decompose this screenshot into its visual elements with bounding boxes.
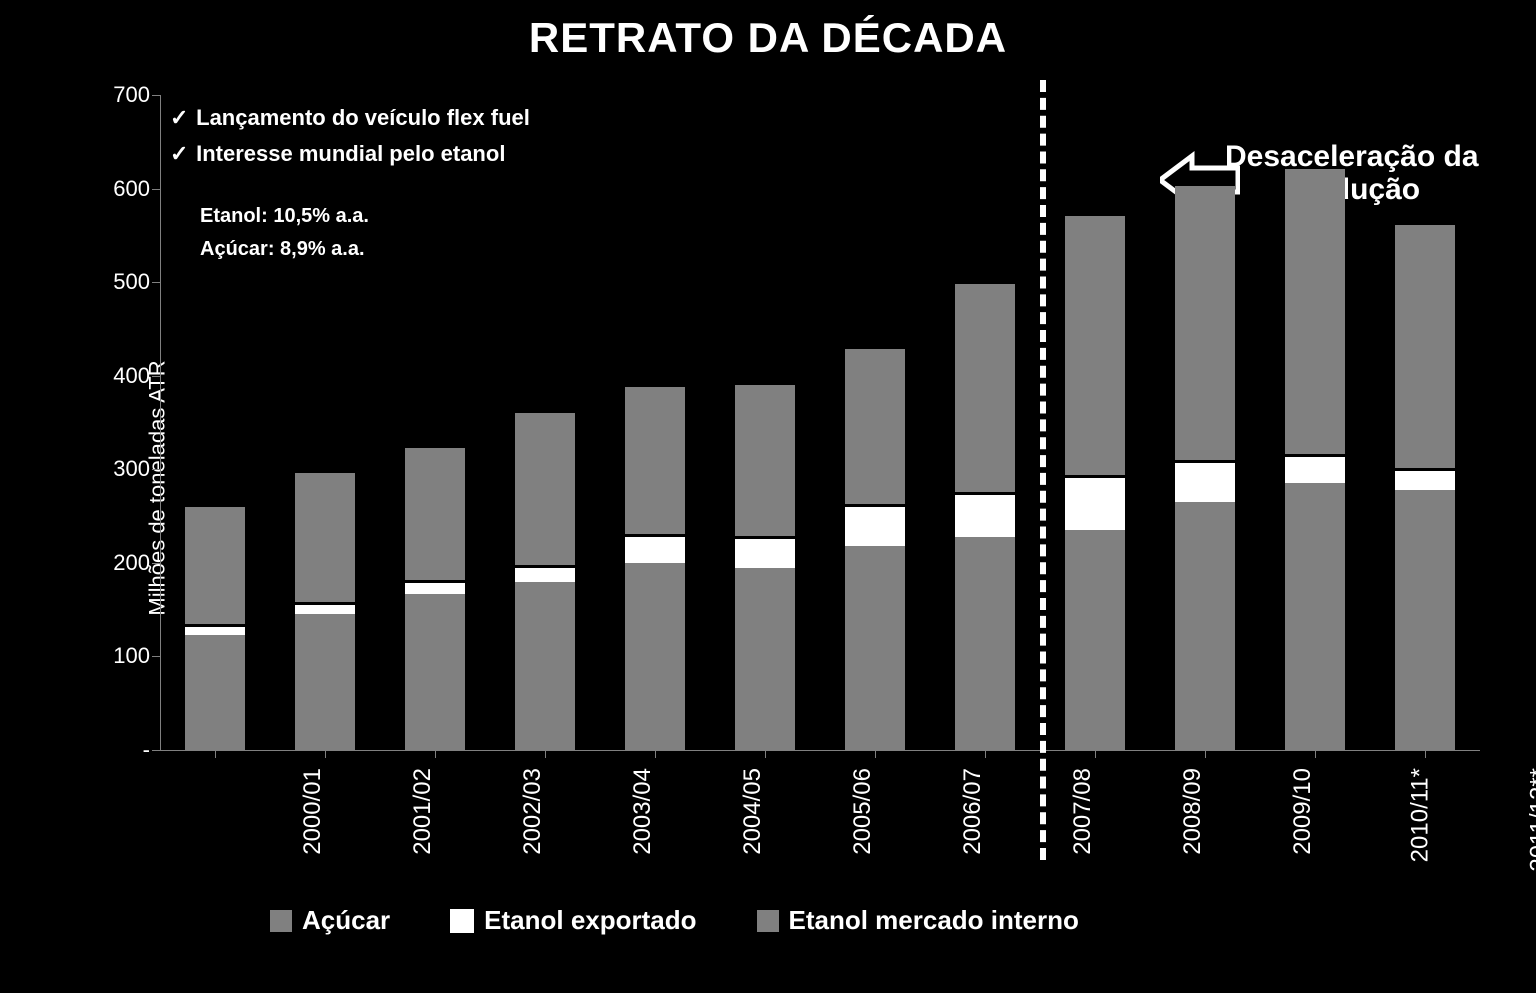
bar-seg-etanol-exportado (1175, 463, 1236, 502)
bar-seg-etanol-exportado (625, 537, 686, 563)
bar-seg-etanol-exportado (955, 495, 1016, 537)
legend-swatch (757, 910, 779, 932)
bar-seg-acucar (1175, 502, 1236, 750)
bar-seg-etanol-interno (295, 473, 356, 602)
legend: Açúcar Etanol exportado Etanol mercado int… (270, 905, 1079, 936)
x-tick-label: 2006/07 (959, 768, 987, 855)
legend-item: Açúcar (270, 905, 390, 936)
chart-title: RETRATO DA DÉCADA (0, 14, 1536, 62)
legend-item: Etanol mercado interno (757, 905, 1079, 936)
x-tick (985, 750, 986, 758)
x-tick (1315, 750, 1316, 758)
y-tick-label: 400 (90, 363, 150, 389)
x-tick-label: 2004/05 (739, 768, 767, 855)
x-tick (1095, 750, 1096, 758)
bar-seg-etanol-exportado (845, 507, 906, 546)
bar-seg-etanol-interno (625, 387, 686, 534)
divider-line (1040, 80, 1046, 860)
bar-seg-etanol-interno (1065, 216, 1126, 475)
y-tick (152, 376, 160, 377)
bar-seg-etanol-exportado (295, 605, 356, 614)
bar-seg-acucar (405, 594, 466, 750)
x-tick (875, 750, 876, 758)
y-tick-label: 700 (90, 82, 150, 108)
x-tick-label: 2008/09 (1179, 768, 1207, 855)
x-tick (655, 750, 656, 758)
y-tick-label: 600 (90, 176, 150, 202)
bar-seg-acucar (1285, 483, 1346, 750)
x-tick-label: 2005/06 (849, 768, 877, 855)
bar-seg-acucar (515, 582, 576, 750)
bar-seg-etanol-interno (845, 349, 906, 503)
bar-seg-acucar (1395, 490, 1456, 750)
bar-seg-etanol-interno (1175, 186, 1236, 460)
x-axis-line (160, 750, 1480, 751)
legend-swatch (450, 909, 474, 933)
x-tick (1425, 750, 1426, 758)
y-tick (152, 469, 160, 470)
bar-seg-acucar (185, 635, 246, 750)
bar-seg-etanol-exportado (515, 568, 576, 582)
bar-seg-acucar (625, 563, 686, 750)
legend-swatch (270, 910, 292, 932)
y-tick-label: - (90, 737, 150, 763)
bar-seg-etanol-exportado (1285, 457, 1346, 483)
x-tick-label: 2009/10 (1289, 768, 1317, 855)
bar-seg-etanol-interno (735, 385, 796, 537)
y-tick-label: 300 (90, 456, 150, 482)
legend-label: Etanol mercado interno (789, 905, 1079, 936)
x-tick-label: 2000/01 (299, 768, 327, 855)
bar-seg-etanol-interno (1395, 225, 1456, 468)
y-tick (152, 189, 160, 190)
bar-seg-acucar (735, 568, 796, 750)
bar-seg-etanol-interno (1285, 169, 1346, 454)
x-tick (325, 750, 326, 758)
x-tick-label: 2003/04 (629, 768, 657, 855)
bar-seg-etanol-interno (405, 448, 466, 580)
y-tick (152, 282, 160, 283)
bar-seg-etanol-exportado (405, 583, 466, 594)
bar-seg-etanol-exportado (185, 627, 246, 634)
plot-area: -100200300400500600700 (160, 95, 1480, 750)
y-tick (152, 563, 160, 564)
bar-seg-etanol-interno (185, 507, 246, 624)
x-tick (1205, 750, 1206, 758)
x-tick-label: 2010/11* (1406, 768, 1434, 862)
x-tick-label: 2001/02 (409, 768, 437, 855)
y-tick-label: 100 (90, 643, 150, 669)
x-tick (765, 750, 766, 758)
y-tick-label: 200 (90, 550, 150, 576)
bar-seg-etanol-interno (515, 413, 576, 565)
y-tick-label: 500 (90, 269, 150, 295)
chart-page: RETRATO DA DÉCADA ✓ Lançamento do veícul… (0, 0, 1536, 993)
y-tick (152, 750, 160, 751)
y-tick (152, 656, 160, 657)
bar-seg-etanol-exportado (1395, 471, 1456, 490)
bar-seg-acucar (845, 546, 906, 750)
bar-seg-acucar (1065, 530, 1126, 750)
bar-seg-etanol-exportado (1065, 478, 1126, 530)
y-tick (152, 95, 160, 96)
legend-label: Açúcar (302, 905, 390, 936)
x-tick-label: 2011/12** (1526, 768, 1536, 872)
x-tick (435, 750, 436, 758)
x-tick (545, 750, 546, 758)
legend-label: Etanol exportado (484, 905, 696, 936)
bar-seg-acucar (295, 614, 356, 750)
y-axis-line (160, 95, 161, 750)
x-tick (215, 750, 216, 758)
legend-item: Etanol exportado (450, 905, 696, 936)
bar-seg-etanol-exportado (735, 539, 796, 567)
bar-seg-acucar (955, 537, 1016, 750)
x-tick-label: 2007/08 (1069, 768, 1097, 855)
x-tick-label: 2002/03 (519, 768, 547, 855)
bar-seg-etanol-interno (955, 284, 1016, 492)
